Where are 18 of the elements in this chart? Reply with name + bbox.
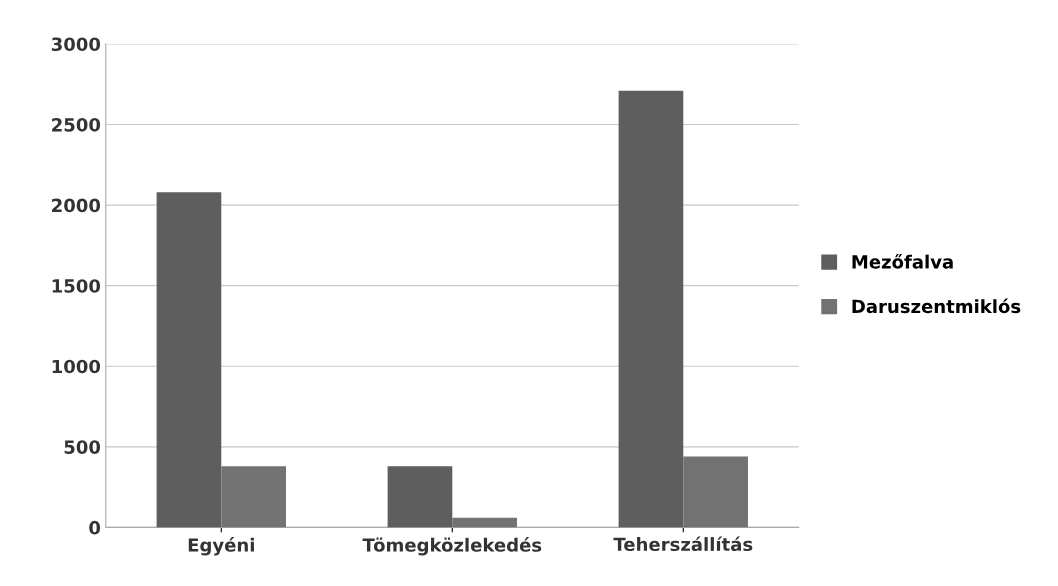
bar [387, 466, 453, 528]
legend-label: Daruszentmiklós [852, 298, 1021, 314]
bar [452, 517, 517, 528]
y-tick-label: 0 [89, 520, 101, 535]
y-tick-label: 2000 [52, 198, 101, 213]
bar [221, 466, 286, 528]
bar [618, 90, 684, 528]
x-tick-label: Teherszállítás [613, 536, 753, 552]
bar [683, 456, 748, 528]
y-tick-label: 2500 [52, 117, 101, 132]
x-tick-label: Egyéni [188, 537, 254, 556]
y-tick-label: 3000 [51, 37, 101, 52]
bar [156, 192, 222, 528]
legend-label: Mezőfalva [852, 253, 953, 269]
y-tick-label: 500 [64, 440, 101, 454]
x-tick-label: Tömegközlekedés [362, 537, 542, 556]
y-tick-label: 1000 [52, 359, 101, 374]
y-tick-label: 1500 [52, 279, 101, 293]
